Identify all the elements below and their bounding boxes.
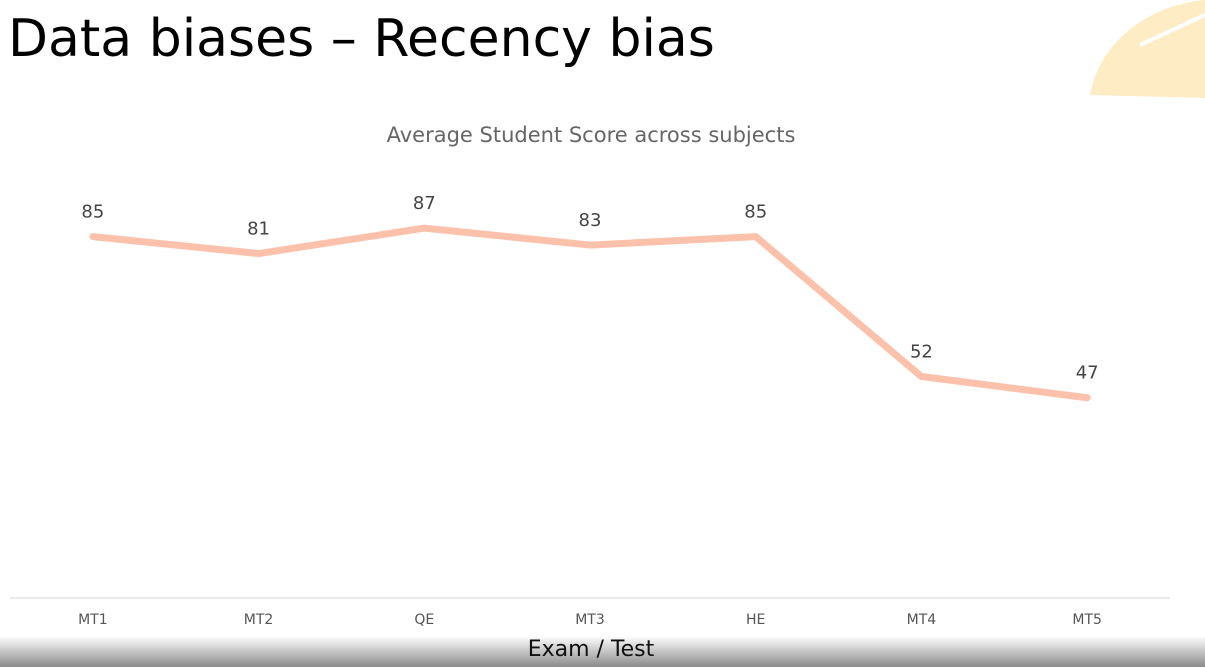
leaf-decoration (1090, 0, 1205, 98)
x-tick-label: MT3 (575, 612, 605, 628)
data-label: 47 (1076, 363, 1099, 384)
x-tick-label: QE (414, 612, 434, 628)
data-label: 81 (247, 219, 270, 240)
chart-title: Average Student Score across subjects (387, 123, 796, 147)
data-label: 52 (910, 342, 933, 363)
data-line (89, 224, 1091, 402)
data-label: 87 (413, 193, 436, 214)
x-tick-label: MT4 (907, 612, 937, 628)
x-tick-label: MT2 (244, 612, 274, 628)
x-axis-label: Exam / Test (528, 637, 655, 662)
slide-title: Data biases – Recency bias (8, 9, 715, 69)
leaf-vein (1139, 13, 1205, 47)
data-label: 85 (744, 202, 767, 223)
x-tick-label: MT1 (78, 612, 108, 628)
bottom-bar (0, 636, 1205, 667)
x-tick-label: MT5 (1072, 612, 1102, 628)
data-label: 83 (579, 210, 602, 231)
data-label: 85 (81, 202, 104, 223)
x-tick-label: HE (746, 612, 765, 628)
